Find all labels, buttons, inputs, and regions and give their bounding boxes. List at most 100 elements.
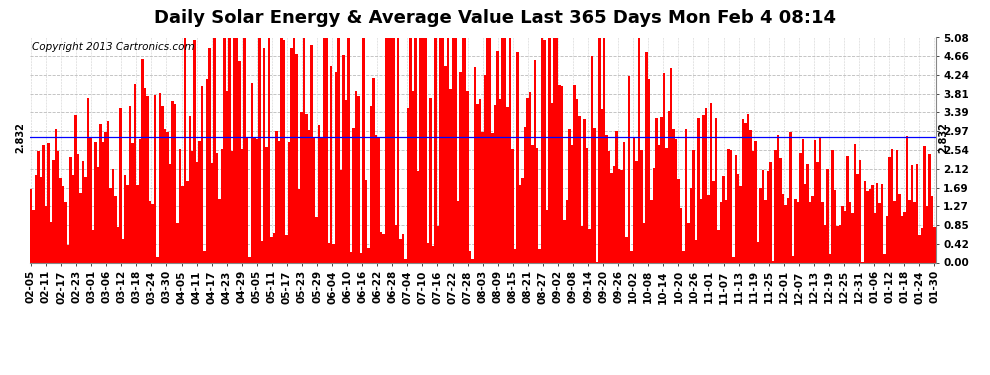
Bar xyxy=(628,76,631,262)
Bar xyxy=(367,248,369,262)
Bar xyxy=(166,132,168,262)
Bar xyxy=(338,38,340,262)
Bar xyxy=(896,150,898,262)
Bar xyxy=(601,109,603,262)
Bar xyxy=(156,257,158,262)
Bar xyxy=(645,52,647,262)
Bar xyxy=(504,38,506,262)
Bar xyxy=(280,38,283,262)
Bar xyxy=(647,79,650,262)
Bar xyxy=(89,136,92,262)
Bar xyxy=(303,38,305,262)
Bar xyxy=(784,205,787,262)
Bar xyxy=(682,251,685,262)
Bar xyxy=(558,85,560,262)
Bar xyxy=(250,82,253,262)
Bar xyxy=(762,170,764,262)
Bar xyxy=(705,108,707,262)
Bar xyxy=(402,234,405,262)
Bar xyxy=(881,184,883,262)
Bar xyxy=(824,225,827,262)
Bar xyxy=(129,106,132,262)
Bar xyxy=(876,183,878,262)
Bar xyxy=(695,240,697,262)
Bar xyxy=(764,200,767,262)
Bar xyxy=(868,189,871,262)
Bar xyxy=(229,38,231,262)
Bar xyxy=(347,38,349,262)
Bar xyxy=(255,139,258,262)
Bar xyxy=(313,138,315,262)
Bar xyxy=(410,38,412,262)
Bar xyxy=(606,135,608,262)
Bar xyxy=(50,222,52,262)
Bar xyxy=(206,80,208,262)
Bar xyxy=(415,38,417,262)
Bar xyxy=(139,139,142,262)
Bar xyxy=(621,171,623,262)
Bar xyxy=(300,112,303,262)
Bar xyxy=(244,38,246,262)
Bar xyxy=(662,73,665,262)
Bar xyxy=(395,225,397,262)
Bar xyxy=(553,38,555,262)
Bar xyxy=(246,138,248,262)
Bar xyxy=(320,137,323,262)
Bar xyxy=(420,38,422,262)
Bar xyxy=(392,38,395,262)
Bar xyxy=(270,237,273,262)
Bar xyxy=(389,38,392,262)
Bar xyxy=(476,104,479,262)
Bar xyxy=(137,185,139,262)
Bar xyxy=(740,186,742,262)
Bar xyxy=(481,132,484,262)
Bar xyxy=(241,149,244,262)
Bar xyxy=(288,142,290,262)
Bar xyxy=(387,38,389,262)
Bar xyxy=(181,186,183,262)
Bar xyxy=(176,223,178,262)
Bar xyxy=(69,158,72,262)
Bar xyxy=(437,226,440,262)
Bar xyxy=(888,157,891,262)
Bar xyxy=(72,175,74,262)
Bar xyxy=(484,75,486,262)
Bar xyxy=(148,201,151,262)
Bar xyxy=(853,144,856,262)
Bar xyxy=(655,118,657,262)
Bar xyxy=(851,213,853,262)
Bar xyxy=(677,180,680,262)
Bar xyxy=(725,200,727,262)
Bar xyxy=(702,116,705,262)
Bar xyxy=(871,185,873,262)
Bar xyxy=(253,137,255,262)
Bar xyxy=(87,98,89,262)
Bar xyxy=(832,150,834,262)
Bar xyxy=(211,163,214,262)
Bar xyxy=(581,226,583,262)
Bar xyxy=(596,261,598,262)
Bar xyxy=(340,170,343,262)
Bar xyxy=(901,216,903,262)
Bar xyxy=(196,162,198,262)
Text: 2.832: 2.832 xyxy=(15,122,25,153)
Bar xyxy=(782,194,784,262)
Bar xyxy=(715,118,717,262)
Bar xyxy=(369,106,372,262)
Bar xyxy=(550,103,553,262)
Bar xyxy=(298,189,300,262)
Bar xyxy=(183,38,186,262)
Bar xyxy=(193,40,196,262)
Bar xyxy=(735,155,737,262)
Bar xyxy=(173,104,176,262)
Bar xyxy=(670,68,672,262)
Bar xyxy=(834,190,837,262)
Bar xyxy=(767,171,769,262)
Bar xyxy=(754,141,757,262)
Bar xyxy=(779,158,782,262)
Bar xyxy=(598,38,601,262)
Bar xyxy=(531,146,534,262)
Bar xyxy=(667,111,670,262)
Bar xyxy=(774,150,777,262)
Bar xyxy=(591,56,593,262)
